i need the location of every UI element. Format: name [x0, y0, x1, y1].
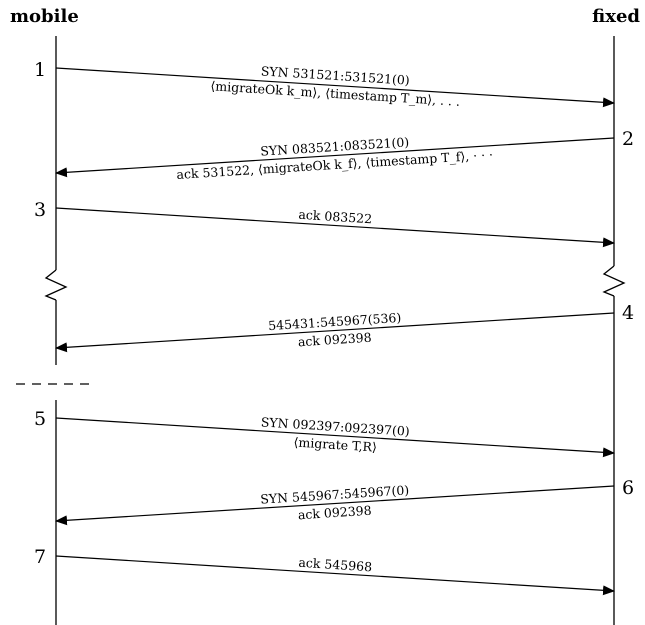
fixed-lifeline: [602, 36, 626, 625]
message-5-lower-label: ⟨migrate T,R⟩: [293, 434, 377, 454]
message-arrow-1: [55, 67, 615, 108]
message-arrow-3: [55, 207, 615, 248]
mobile-header: mobile: [10, 6, 79, 27]
step-label-2: 2: [622, 128, 634, 150]
message-arrow-4: [55, 312, 615, 353]
message-arrows: [55, 67, 615, 596]
step-label-7: 7: [34, 546, 46, 568]
message-arrow-5: [55, 417, 615, 458]
fixed-header: fixed: [592, 6, 640, 27]
message-6-lower-label: ack 092398: [297, 503, 372, 523]
step-label-3: 3: [34, 199, 46, 221]
message-4-upper-label: 545431:545967(536): [268, 310, 402, 333]
message-arrow-6: [55, 485, 615, 526]
step-label-5: 5: [34, 408, 46, 430]
mobile-lifeline: [44, 36, 68, 625]
step-label-6: 6: [622, 477, 634, 499]
message-arrow-7: [55, 555, 615, 596]
message-3-upper-label: ack 083522: [298, 207, 373, 227]
step-label-1: 1: [34, 59, 46, 81]
message-7-upper-label: ack 545968: [298, 555, 373, 575]
step-label-4: 4: [622, 302, 634, 324]
message-4-lower-label: ack 092398: [297, 330, 372, 350]
message-arrow-2: [55, 137, 615, 178]
